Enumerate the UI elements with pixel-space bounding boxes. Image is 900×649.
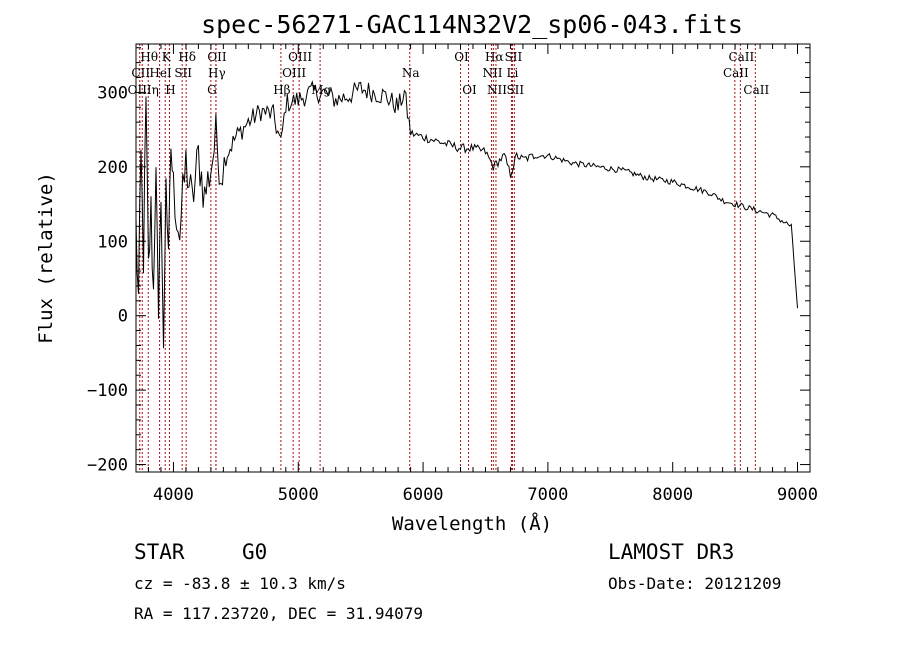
y-tick-label: 100: [97, 232, 128, 252]
y-tick-label: 0: [118, 307, 128, 327]
spectral-line-markers: [139, 44, 756, 472]
spectral-line-label: Hθ: [140, 50, 158, 64]
x-tick-label: 7000: [527, 485, 568, 505]
spectral-line-label: Na: [402, 66, 420, 80]
spectral-line-label: SII: [505, 50, 523, 64]
spectral-line-label: NII: [482, 66, 502, 80]
plot-frame: [135, 43, 811, 473]
spectral-line-label: OI: [462, 83, 477, 97]
y-tick-label: −200: [87, 456, 128, 476]
spectral-line-label: Hβ: [273, 83, 290, 97]
spectral-line-label: OII: [207, 50, 227, 64]
x-tick-label: 9000: [777, 485, 818, 505]
x-tick-label: 8000: [652, 485, 693, 505]
spectrum-line: [135, 80, 798, 349]
spectral-line-label: Hα: [485, 50, 504, 64]
spectral-line-label: HeI: [149, 66, 172, 80]
spectral-line-label: K: [162, 50, 172, 64]
spectral-line-label: G: [207, 83, 217, 97]
axis-ticks: 4000 5000 6000 7000 8000 9000 −200 −100 0 100 200 3…: [87, 44, 818, 505]
ra-dec-coordinates: RA = 117.23720, DEC = 31.94079: [134, 604, 423, 623]
spectral-line-label: Hδ: [178, 50, 196, 64]
spectral-line-label: Hγ: [208, 66, 226, 80]
spectral-line-label: SII: [506, 83, 524, 97]
y-axis-label: Flux (relative): [35, 172, 57, 344]
observation-date: Obs-Date: 20121209: [608, 574, 781, 593]
x-tick-label: 4000: [153, 485, 194, 505]
object-class: STAR: [134, 540, 185, 564]
y-tick-label: −100: [87, 381, 128, 401]
spectral-line-label: Li: [507, 66, 519, 80]
spectral-line-label: OI: [454, 50, 469, 64]
spectral-line-label: CII: [131, 66, 150, 80]
spectral-line-label: OIII: [288, 50, 312, 64]
x-tick-label: 6000: [403, 485, 444, 505]
redshift-cz: cz = -83.8 ± 10.3 km/s: [134, 574, 346, 593]
spectral-line-label: H: [165, 83, 175, 97]
y-tick-label: 200: [97, 158, 128, 178]
spectral-line-label: CaII: [743, 83, 769, 97]
x-axis-label: Wavelength (Å): [392, 512, 552, 535]
x-tick-label: 5000: [278, 485, 319, 505]
spectral-line-label: OIIIη: [128, 83, 159, 97]
chart-title: spec-56271-GAC114N32V2_sp06-043.fits: [201, 10, 743, 39]
spectral-line-label: CaII: [728, 50, 754, 64]
spectral-line-label: CaII: [723, 66, 749, 80]
spectral-line-label: OIII: [282, 66, 306, 80]
spectral-line-label: Mg: [311, 83, 331, 97]
spectrum-series: [135, 80, 798, 349]
object-subclass: G0: [242, 540, 267, 564]
y-tick-label: 300: [97, 83, 128, 103]
plot-axes: [135, 43, 811, 473]
survey-name: LAMOST DR3: [608, 540, 734, 564]
spectral-line-label: NII: [487, 83, 507, 97]
spectral-line-label: SII: [174, 66, 192, 80]
